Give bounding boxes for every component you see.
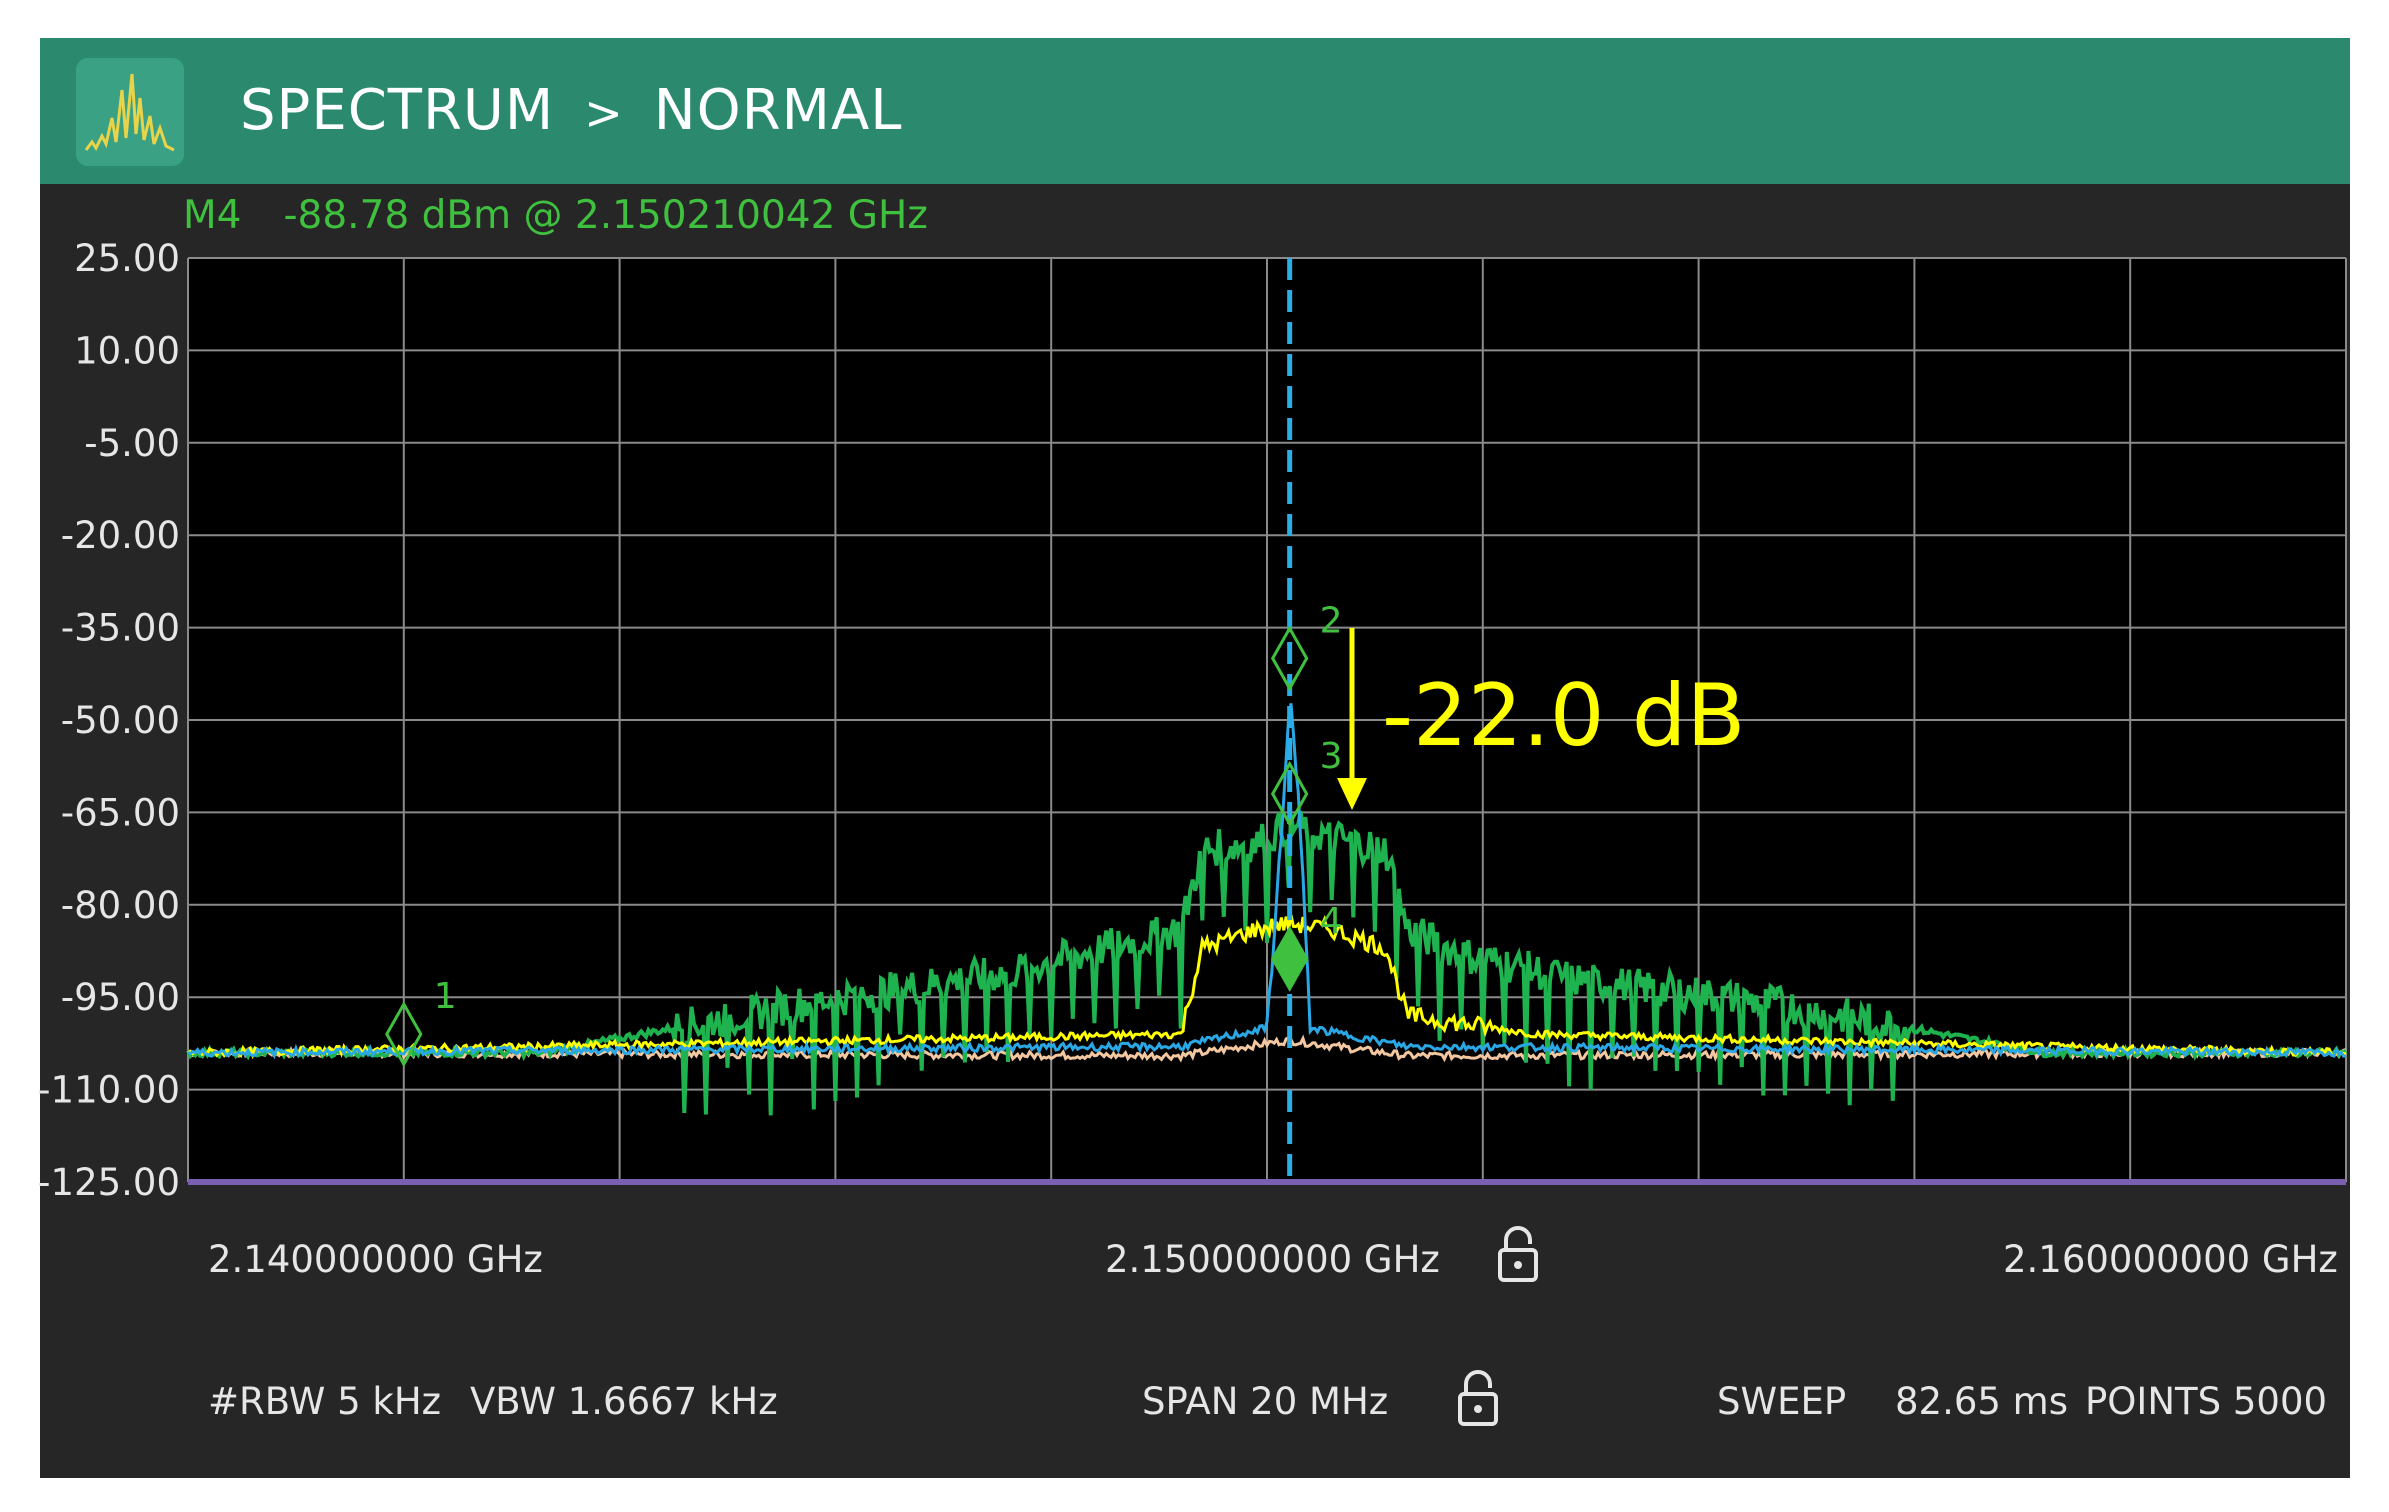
points-setting[interactable]: POINTS 5000	[2085, 1380, 2328, 1423]
breadcrumb-separator: >	[584, 86, 624, 140]
span-lock-icon[interactable]	[1456, 1370, 1500, 1428]
stop-frequency[interactable]: 2.160000000 GHz	[2003, 1238, 2338, 1281]
trace-line	[187, 1034, 2347, 1063]
delta-label: -22.0 dB	[1382, 666, 1745, 766]
y-tick-label: 25.00	[74, 237, 180, 280]
marker-diamond-icon[interactable]	[1270, 760, 1309, 827]
y-tick-label: -35.00	[61, 607, 180, 650]
marker-name: M4	[183, 193, 242, 238]
y-tick-label: -20.00	[61, 514, 180, 557]
rbw-setting[interactable]: #RBW 5 kHz	[208, 1380, 442, 1423]
y-axis-ticks: 25.00 10.00 -5.00 -20.00 -35.00 -50.00 -65.00 -…	[37, 237, 180, 1204]
traces	[186, 703, 2348, 1116]
y-tick-label: -5.00	[84, 422, 180, 465]
sweep-label[interactable]: SWEEP	[1717, 1380, 1847, 1423]
marker-diamond-icon[interactable]	[1270, 625, 1309, 692]
marker-diamond-icon[interactable]	[1270, 925, 1309, 992]
marker-label: 2	[1320, 600, 1343, 641]
title-bar: SPECTRUM > NORMAL	[40, 38, 2350, 184]
active-marker-readout: M4 -88.78 dBm @ 2.150210042 GHz	[183, 193, 928, 238]
y-tick-label: -95.00	[61, 976, 180, 1019]
span-setting[interactable]: SPAN 20 MHz	[1142, 1380, 1389, 1423]
trace-line	[187, 703, 2347, 1060]
marker-value: -88.78 dBm @ 2.150210042 GHz	[283, 193, 928, 238]
delta-arrow-head-icon	[1337, 778, 1367, 810]
marker-label: 1	[434, 976, 457, 1017]
breadcrumb-view[interactable]: NORMAL	[653, 78, 903, 143]
marker-label: 4	[1320, 901, 1343, 942]
y-tick-label: -125.00	[37, 1161, 180, 1204]
y-tick-label: -110.00	[37, 1069, 180, 1112]
delta-annotation: -22.0 dB	[1337, 628, 1745, 810]
trace-line	[187, 914, 2347, 1060]
breadcrumb: SPECTRUM > NORMAL	[240, 78, 902, 143]
start-frequency[interactable]: 2.140000000 GHz	[208, 1238, 543, 1281]
marker-diamond-icon[interactable]	[385, 1001, 423, 1068]
sweep-time[interactable]: 82.65 ms	[1895, 1380, 2069, 1423]
lock-icon[interactable]	[1496, 1226, 1540, 1284]
y-tick-label: 10.00	[74, 329, 180, 372]
vbw-setting[interactable]: VBW 1.6667 kHz	[470, 1380, 778, 1423]
markers: 1 2 3 4	[385, 600, 1343, 1068]
y-tick-label: -65.00	[61, 791, 180, 834]
breadcrumb-mode[interactable]: SPECTRUM	[240, 78, 555, 143]
center-frequency[interactable]: 2.150000000 GHz	[1105, 1238, 1440, 1281]
y-tick-label: -80.00	[61, 884, 180, 927]
y-tick-label: -50.00	[61, 699, 180, 742]
marker-label: 3	[1320, 736, 1343, 777]
spectrum-app-icon[interactable]	[76, 58, 184, 166]
